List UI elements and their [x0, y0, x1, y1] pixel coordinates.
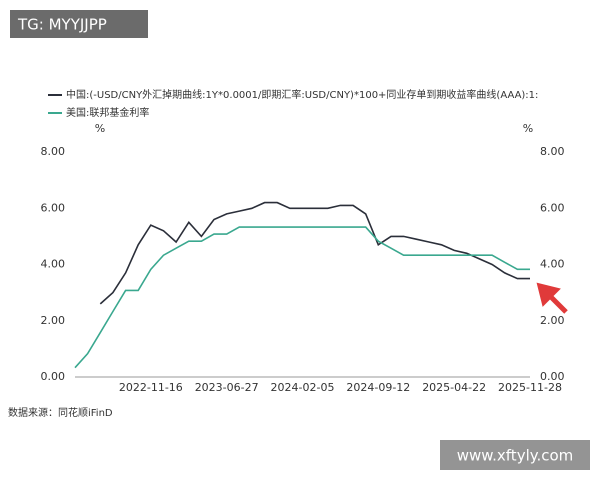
- y2-axis-label: %: [523, 122, 533, 135]
- badge: TG: MYYJJPP: [17, 16, 107, 34]
- y2-tick-label: 6.00: [540, 201, 565, 214]
- legend-label: 中国:(-USD/CNY外汇掉期曲线:1Y*0.0001/即期汇率:USD/CN…: [66, 88, 538, 101]
- y-tick-label: 4.00: [41, 258, 66, 271]
- y-tick-label: 2.00: [41, 314, 66, 327]
- watermark-bg: [440, 440, 590, 470]
- legend-label: 美国:联邦基金利率: [66, 106, 149, 119]
- y2-tick-label: 8.00: [540, 145, 565, 158]
- y2-tick-label: 4.00: [540, 258, 565, 271]
- series-line: [74, 226, 530, 369]
- x-tick-label: 2024-09-12: [346, 381, 410, 394]
- x-tick-label: 2023-06-27: [195, 381, 259, 394]
- badge-bg: [10, 10, 148, 38]
- source: 数据来源：同花顺iFinD: [8, 406, 113, 419]
- y2-tick-label: 0.00: [540, 370, 565, 383]
- series-line: [99, 201, 530, 305]
- y2-tick-label: 2.00: [540, 314, 565, 327]
- y-tick-label: 0.00: [41, 370, 66, 383]
- x-tick-label: 2024-02-05: [271, 381, 335, 394]
- y-axis-label: %: [95, 122, 105, 135]
- x-tick-label: 2022-11-16: [119, 381, 183, 394]
- x-tick-label: 2025-11-28: [498, 381, 562, 394]
- arrow: [536, 282, 568, 314]
- watermark: www.xftyly.com: [457, 447, 574, 465]
- y-tick-label: 6.00: [41, 201, 66, 214]
- x-tick-label: 2025-04-22: [422, 381, 486, 394]
- y-tick-label: 8.00: [41, 145, 66, 158]
